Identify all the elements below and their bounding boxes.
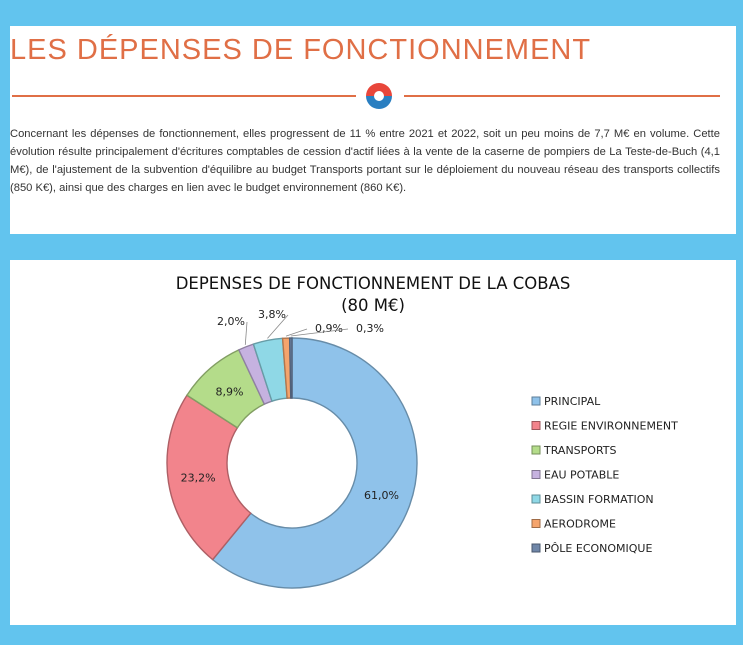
data-label: 0,9%: [315, 322, 343, 335]
legend-label: AERODROME: [544, 518, 616, 531]
cobas-logo-icon: [365, 82, 393, 110]
slice-regie-environnement: [166, 394, 252, 561]
leader-line: [267, 314, 289, 339]
legend-swatch: [531, 519, 541, 528]
page-title: LES DÉPENSES DE FONCTIONNEMENT: [10, 34, 592, 66]
slice-p-le-economique: [288, 337, 293, 399]
data-label: 8,9%: [215, 385, 243, 398]
data-label: 23,2%: [181, 472, 216, 485]
title-divider-right: [404, 95, 720, 97]
data-label: 3,8%: [258, 308, 286, 321]
title-divider-left: [12, 95, 356, 97]
legend-label: TRANSPORTS: [543, 444, 617, 457]
leader-line: [285, 328, 308, 337]
donut-chart: DEPENSES DE FONCTIONNEMENT DE LA COBAS (…: [166, 274, 678, 589]
leader-line: [290, 328, 349, 337]
legend-swatch: [531, 396, 541, 406]
chart-title: DEPENSES DE FONCTIONNEMENT DE LA COBAS: [176, 274, 571, 293]
legend-swatch: [531, 543, 541, 553]
legend-swatch: [531, 421, 541, 430]
legend-label: BASSIN FORMATION: [544, 493, 654, 506]
data-label: 0,3%: [356, 322, 384, 335]
legend-swatch: [531, 470, 541, 479]
data-label: 2,0%: [217, 315, 245, 328]
legend-label: PRINCIPAL: [544, 395, 601, 408]
intro-panel: [10, 26, 736, 234]
legend-label: REGIE ENVIRONNEMENT: [544, 420, 678, 433]
leader-line: [244, 321, 248, 345]
legend-swatch: [531, 494, 541, 504]
legend-swatch: [531, 445, 541, 455]
chart-data-labels: 61,0% 23,2% 8,9% 2,0% 3,8% 0,9% 0,3%: [181, 308, 399, 502]
chart-slices: [166, 337, 418, 589]
chart-panel: DEPENSES DE FONCTIONNEMENT DE LA COBAS (…: [10, 260, 736, 625]
chart-subtitle: (80 M€): [341, 296, 405, 315]
data-label: 61,0%: [364, 489, 399, 502]
legend-label: EAU POTABLE: [544, 469, 619, 482]
legend-label: PÔLE ECONOMIQUE: [544, 542, 652, 555]
slice-principal: [211, 337, 418, 589]
intro-paragraph: Concernant les dépenses de fonctionnemen…: [10, 128, 720, 194]
chart-legend: PRINCIPAL REGIE ENVIRONNEMENT TRANSPORTS EA…: [531, 395, 678, 555]
